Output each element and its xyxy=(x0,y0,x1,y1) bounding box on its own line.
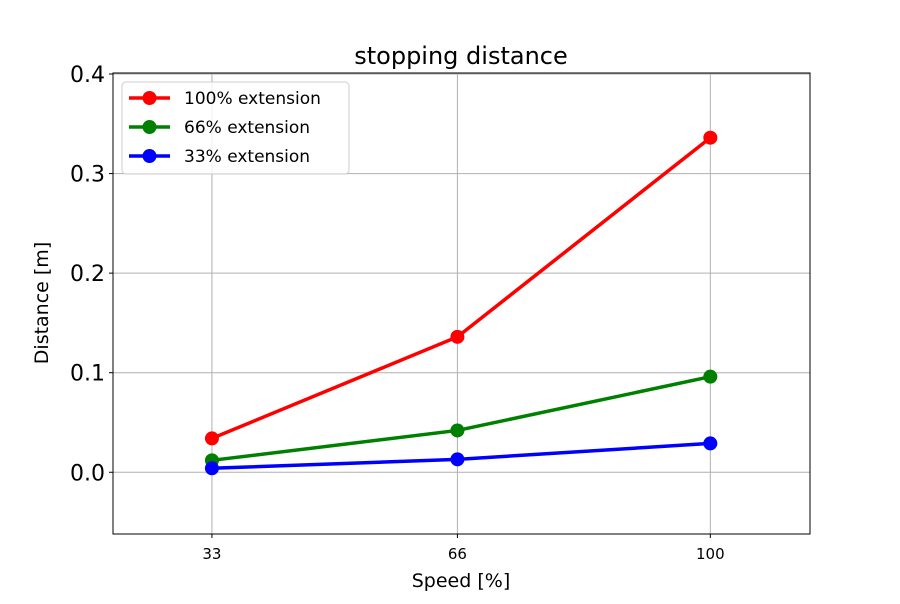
data-point xyxy=(703,130,718,145)
x-ticks: 33 66 100 xyxy=(202,534,725,563)
y-tick-label: 0.3 xyxy=(70,163,105,188)
chart-title: stopping distance xyxy=(354,42,568,70)
data-point xyxy=(204,461,219,476)
y-tick-label: 0.1 xyxy=(70,362,105,387)
legend-marker xyxy=(142,120,157,134)
y-axis-label: Distance [m] xyxy=(31,242,53,364)
legend-marker xyxy=(142,149,157,163)
data-point xyxy=(450,329,465,344)
legend-label: 33% extension xyxy=(184,147,310,167)
y-tick-label: 0.4 xyxy=(70,63,105,88)
legend-marker xyxy=(142,91,157,105)
legend-label: 66% extension xyxy=(184,118,310,138)
y-ticks: 0.0 0.1 0.2 0.3 0.4 xyxy=(70,63,113,486)
data-point xyxy=(703,436,718,451)
y-tick-label: 0.2 xyxy=(70,262,105,287)
x-tick-label: 100 xyxy=(696,545,725,563)
plot-frame xyxy=(112,72,811,535)
legend-box xyxy=(121,81,350,175)
data-point xyxy=(703,369,718,384)
data-point xyxy=(204,431,219,446)
legend-label: 100% extension xyxy=(184,89,321,109)
legend: 100% extension 66% extension 33% extension xyxy=(121,81,350,175)
y-tick-label: 0.0 xyxy=(70,461,105,486)
x-tick-label: 33 xyxy=(202,545,221,563)
data-point xyxy=(450,452,465,467)
x-axis-label: Speed [%] xyxy=(412,570,510,592)
data-point xyxy=(450,423,465,438)
x-tick-label: 66 xyxy=(448,545,467,563)
series-lines xyxy=(204,130,718,476)
